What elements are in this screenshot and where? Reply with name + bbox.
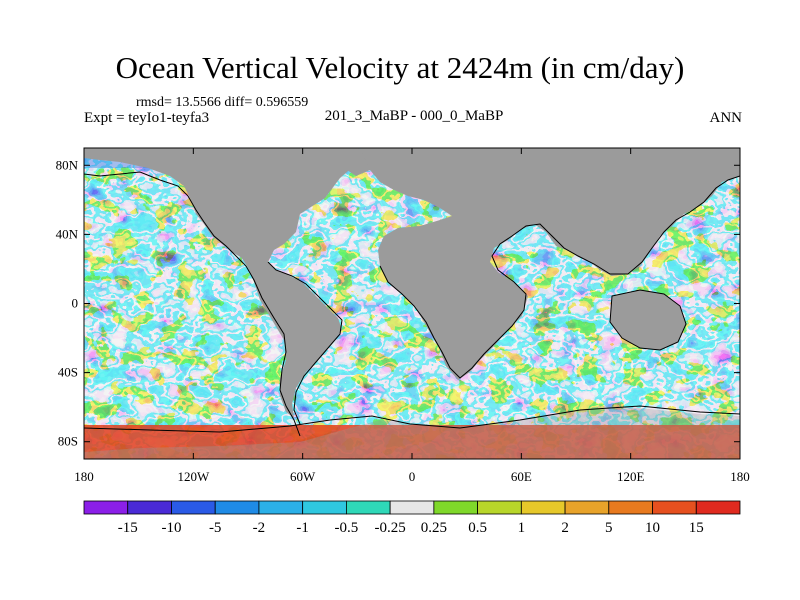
lat-tick-label: 0 [72, 296, 79, 311]
land-mask [84, 148, 740, 459]
map-plot-area [84, 148, 740, 459]
lat-tick-label: 40N [56, 226, 79, 241]
colorbar-swatch [477, 500, 522, 515]
lat-tick-label: 40S [58, 365, 78, 380]
colorbar-label: 0.25 [421, 520, 447, 536]
lon-tick-label: 120W [177, 469, 210, 484]
coastline-outlines [84, 171, 740, 437]
colorbar-label: -5 [209, 520, 222, 536]
colorbar-label: 15 [689, 520, 704, 536]
americas-coastline [84, 171, 301, 437]
colorbar-label: -15 [118, 520, 138, 536]
colorbar-swatch [127, 500, 172, 515]
australia-coastline [609, 289, 687, 351]
colorbar-swatch [652, 500, 697, 515]
colorbar-swatch [433, 500, 479, 515]
south-america-coastline [267, 261, 343, 425]
colorbar-swatch [302, 500, 347, 515]
lon-tick-label: 60W [290, 469, 316, 484]
colorbar-label: 1 [518, 520, 526, 536]
americas-land [84, 148, 360, 418]
colorbar-swatch [520, 500, 566, 515]
antarctica-land [84, 406, 740, 459]
colorbar-swatch [564, 500, 610, 515]
latitude-axis: 80N 40N 0 40S 80S [56, 157, 740, 449]
season-label: ANN [709, 110, 743, 126]
eurasia-africa-land [360, 148, 740, 380]
colorbar-swatch [83, 500, 129, 515]
stats-label: rmsd= 13.5566 diff= 0.596559 [136, 95, 309, 110]
lon-tick-label: 180 [730, 469, 750, 484]
period-label: 201_3_MaBP - 000_0_MaBP [324, 108, 504, 124]
lat-tick-label: 80N [56, 157, 79, 172]
colorbar-swatch [608, 500, 653, 515]
colorbar-label: 2 [561, 520, 569, 536]
colorbar-swatch [171, 500, 216, 515]
lon-tick-label: 60E [511, 469, 532, 484]
lon-tick-label: 120E [617, 469, 645, 484]
colorbar-swatch [389, 500, 435, 515]
colorbar-label: 10 [645, 520, 660, 536]
colorbar-label: 5 [605, 520, 613, 536]
lon-tick-label: 180 [74, 469, 94, 484]
antarctica-coastline [84, 405, 740, 433]
australia-land [610, 290, 686, 350]
map-title: Ocean Vertical Velocity at 2424m (in cm/… [115, 50, 685, 85]
longitude-axis: 180 120W 60W 0 60E 120E 180 [74, 148, 750, 484]
colorbar-swatch [258, 500, 304, 515]
lat-tick-label: 80S [58, 434, 78, 449]
experiment-label: Expt = teyIo1-teyfa3 [84, 110, 210, 126]
colorbar-label: 0.5 [468, 520, 487, 536]
colorbar-swatch [214, 500, 260, 515]
colorbar-label: -0.25 [375, 520, 406, 536]
colorbar-swatch [695, 500, 741, 515]
lon-tick-label: 0 [409, 469, 416, 484]
eurasia-africa-coastline [379, 175, 740, 379]
colorbar-label: -10 [161, 520, 181, 536]
colorbar: -15 -10 -5 -2 -1 -0.5 -0.25 0.25 0.5 1 2 5 10 15 [83, 500, 741, 536]
colorbar-label: -1 [296, 520, 309, 536]
colorbar-label: -0.5 [335, 520, 359, 536]
colorbar-label: -2 [253, 520, 266, 536]
colorbar-swatch [345, 500, 391, 515]
